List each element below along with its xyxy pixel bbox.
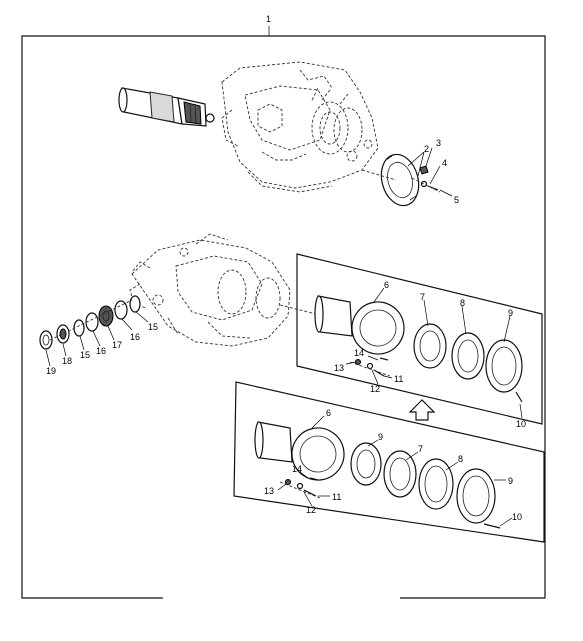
- callout-6-lower: 6: [326, 408, 331, 418]
- top-input-shaft: [118, 87, 215, 127]
- callout-9-lower-left: 9: [378, 432, 383, 442]
- top-hardware: [411, 165, 441, 193]
- lower-inset-panel: [233, 381, 545, 543]
- callout-7-lower: 7: [418, 444, 423, 454]
- callout-14-lower: 14: [292, 464, 302, 474]
- callout-labels: 1 2 3 4 5 6 7 8 9 10 11 12 13 14 15 16 1…: [46, 14, 526, 522]
- callout-10-lower: 10: [512, 512, 522, 522]
- callout-1: 1: [266, 14, 271, 24]
- callout-13-upper: 13: [334, 363, 344, 373]
- callout-14-upper: 14: [354, 348, 364, 358]
- left-bearing-stack: [39, 295, 149, 367]
- callout-16-right: 16: [130, 332, 140, 342]
- callout-7-upper: 7: [420, 292, 425, 302]
- top-housing: [221, 61, 379, 193]
- middle-housing-assembly: [129, 233, 321, 347]
- callout-11-lower: 11: [332, 492, 341, 502]
- callout-4: 4: [442, 158, 447, 168]
- inset1-tube: [314, 295, 405, 355]
- top-differential-assembly: [118, 61, 453, 207]
- callout-3: 3: [436, 138, 441, 148]
- inset2-tube: [254, 421, 345, 481]
- callout-11-upper: 11: [394, 374, 403, 384]
- callout-13-lower: 13: [264, 486, 274, 496]
- callout-6-upper: 6: [384, 280, 389, 290]
- callout-9-upper: 9: [508, 308, 513, 318]
- callout-12-lower: 12: [306, 505, 316, 515]
- callout-18: 18: [62, 356, 72, 366]
- callout-17: 17: [112, 340, 122, 350]
- callout-12-upper: 12: [370, 384, 380, 394]
- callout-2: 2: [424, 144, 429, 154]
- inset-connector-arrow: [408, 399, 436, 421]
- callout-16-left: 16: [96, 346, 106, 356]
- callout-15-left: 15: [80, 350, 90, 360]
- callout-9-lower-right: 9: [508, 476, 513, 486]
- callout-8-lower: 8: [458, 454, 463, 464]
- diagram-frame: [21, 26, 546, 599]
- callout-15-right: 15: [148, 322, 158, 332]
- callout-8-upper: 8: [460, 298, 465, 308]
- upper-inset-panel: [296, 253, 543, 425]
- callout-19: 19: [46, 366, 56, 376]
- callout-5: 5: [454, 195, 459, 205]
- top-cover-plate: [361, 153, 420, 207]
- callout-10-upper: 10: [516, 419, 526, 429]
